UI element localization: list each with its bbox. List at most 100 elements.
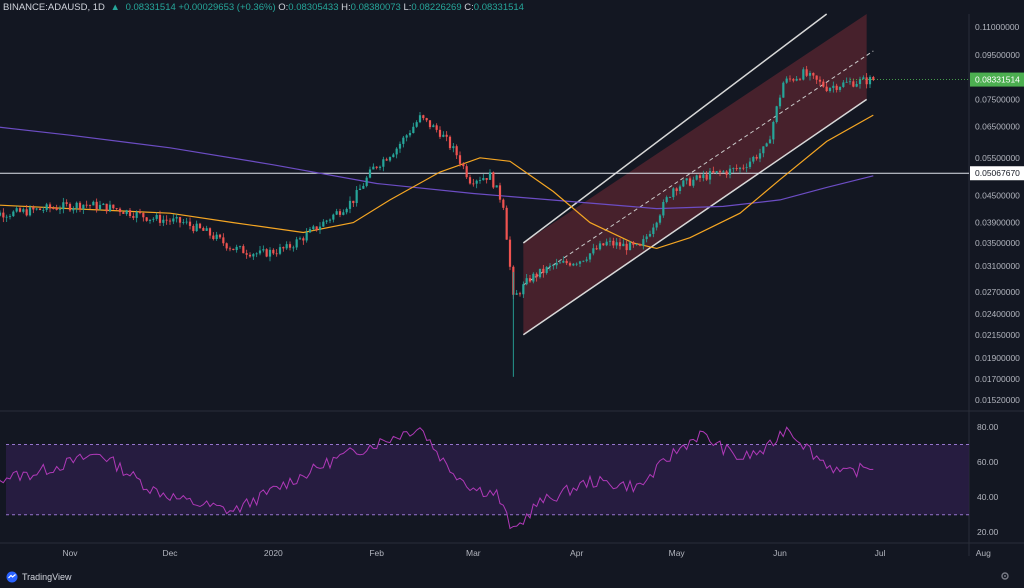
candle-body — [468, 177, 472, 184]
settings-gear-icon[interactable] — [1000, 571, 1010, 581]
candle-body — [335, 211, 338, 215]
candle-body — [665, 197, 668, 202]
candle-body — [422, 115, 425, 119]
candle-body — [845, 81, 848, 83]
candle-body — [18, 208, 22, 212]
time-tick-label: 2020 — [264, 548, 283, 558]
candle-body — [842, 82, 845, 87]
candle-body — [242, 246, 245, 254]
candle-body — [865, 77, 868, 85]
candle-body — [455, 146, 458, 156]
candle-body — [735, 168, 738, 170]
candle-body — [655, 222, 658, 228]
candle-body — [532, 273, 535, 282]
price-tick-label: 0.06500000 — [975, 121, 1020, 131]
candle-body — [465, 166, 468, 178]
candle-body — [732, 168, 735, 169]
candle-body — [595, 248, 598, 250]
candle-body — [648, 233, 652, 237]
candle-body — [612, 240, 615, 246]
candle-body — [428, 120, 432, 128]
candle-body — [372, 166, 375, 170]
tradingview-logo-icon — [6, 571, 18, 583]
candle-body — [292, 247, 295, 249]
candle-body — [525, 278, 528, 285]
candle-body — [25, 209, 28, 216]
rsi-line — [0, 426, 874, 530]
candle-body — [288, 244, 292, 248]
candle-body — [218, 234, 222, 238]
price-tick-label: 0.09500000 — [975, 50, 1020, 60]
candles-group — [0, 65, 875, 300]
candle-body — [785, 78, 788, 83]
candle-body — [695, 175, 698, 180]
candle-body — [28, 207, 32, 216]
candle-body — [38, 208, 42, 211]
candle-body — [222, 237, 225, 244]
candle-body — [235, 246, 238, 251]
candle-body — [678, 186, 682, 192]
candle-body — [748, 161, 752, 168]
channel-upper-line — [522, 13, 828, 244]
candle-body — [542, 268, 545, 273]
candle-body — [278, 247, 282, 254]
time-tick-label: Nov — [62, 548, 78, 558]
candle-body — [272, 249, 275, 254]
price-tick-label: 0.05500000 — [975, 153, 1020, 163]
candle-body — [98, 204, 102, 210]
candle-body — [225, 243, 228, 249]
candle-body — [322, 221, 325, 227]
candle-body — [52, 208, 55, 210]
candle-body — [435, 125, 438, 130]
candle-body — [538, 268, 542, 278]
symbol-label[interactable]: BINANCE:ADAUSD, 1D — [3, 2, 105, 13]
candle-body — [352, 200, 355, 204]
candle-body — [742, 167, 745, 169]
candle-body — [35, 208, 38, 210]
ma-fast-line — [0, 114, 874, 250]
time-tick-label: Jun — [773, 548, 787, 558]
candle-body — [362, 185, 365, 189]
time-tick-label: Dec — [162, 548, 178, 558]
candle-body — [815, 75, 818, 80]
candle-body — [212, 235, 215, 240]
candle-body — [258, 250, 262, 254]
price-tick-label: 0.07500000 — [975, 94, 1020, 104]
candle-body — [862, 77, 865, 80]
candle-body — [828, 87, 832, 92]
candle-body — [42, 209, 45, 211]
tradingview-brand[interactable]: TradingView — [6, 571, 72, 583]
candle-body — [508, 239, 512, 267]
candle-body — [605, 241, 608, 246]
candle-body — [642, 239, 645, 246]
candle-body — [8, 216, 12, 217]
candle-body — [295, 239, 298, 248]
candle-body — [628, 242, 632, 251]
low-value: 0.08226269 — [411, 2, 462, 13]
candle-body — [818, 79, 822, 82]
candle-body — [522, 284, 525, 295]
price-tick-label: 0.01700000 — [975, 374, 1020, 384]
candle-body — [105, 203, 108, 212]
candle-body — [505, 207, 508, 240]
candle-body — [515, 293, 518, 295]
candle-body — [45, 204, 48, 210]
price-tick-label: 0.03900000 — [975, 218, 1020, 228]
candle-body — [158, 214, 162, 223]
candle-body — [682, 180, 685, 187]
candle-body — [392, 154, 395, 158]
candle-body — [755, 156, 758, 159]
candle-body — [475, 180, 478, 184]
candle-body — [182, 222, 185, 223]
close-label: C: — [464, 2, 474, 13]
candle-body — [5, 216, 8, 218]
candle-body — [832, 85, 835, 88]
candle-body — [738, 167, 742, 170]
price-tick-label: 0.03100000 — [975, 261, 1020, 271]
candle-body — [325, 220, 328, 222]
candle-body — [172, 218, 175, 222]
channel-middle-line — [523, 50, 874, 286]
candle-body — [838, 86, 842, 90]
